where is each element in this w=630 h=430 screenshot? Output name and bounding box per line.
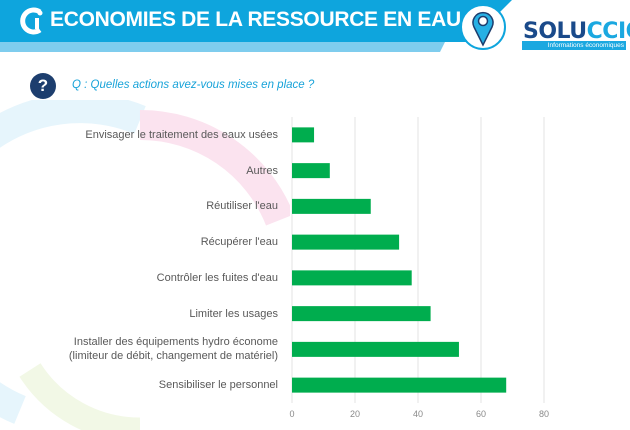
header-banner: [0, 0, 512, 52]
bar: [292, 306, 431, 322]
bar: [292, 163, 330, 179]
logo-part1: SOLU: [523, 19, 587, 44]
category-label: Autres: [246, 164, 278, 177]
map-pin-icon: [460, 4, 506, 50]
question-text: Q : Quelles actions avez-vous mises en p…: [72, 79, 315, 91]
logo-tagline: Informations économiques: [522, 41, 626, 50]
background-decoration: [0, 100, 290, 430]
category-label: Sensibiliser le personnel: [158, 379, 278, 392]
category-label: Réutiliser l'eau: [206, 200, 278, 213]
bar: [292, 234, 400, 250]
cci-logo-icon: [20, 7, 43, 35]
category-label: Récupérer l'eau: [200, 236, 278, 249]
x-tick-label: 60: [475, 409, 487, 419]
bar: [292, 198, 371, 214]
bar: [292, 341, 459, 357]
category-label: Contrôler les fuites d'eau: [156, 271, 278, 284]
x-tick-label: 80: [538, 409, 550, 419]
bar: [292, 377, 507, 393]
x-tick-label: 40: [412, 409, 424, 419]
x-tick-label: 0: [289, 409, 295, 419]
category-label: Envisager le traitement des eaux usées: [85, 128, 278, 141]
page-title: ECONOMIES DE LA RESSOURCE EN EAU: [50, 8, 461, 31]
logo-part2: CCIO: [586, 19, 630, 44]
soluccio-logo: SOLUCCIO: [523, 19, 630, 44]
category-label: Installer des équipements hydro économe(…: [68, 336, 278, 363]
question-mark-icon: ?: [30, 73, 56, 99]
x-tick-label: 20: [349, 409, 361, 419]
category-label: Limiter les usages: [189, 307, 278, 320]
bar: [292, 127, 315, 143]
bar: [292, 270, 412, 286]
